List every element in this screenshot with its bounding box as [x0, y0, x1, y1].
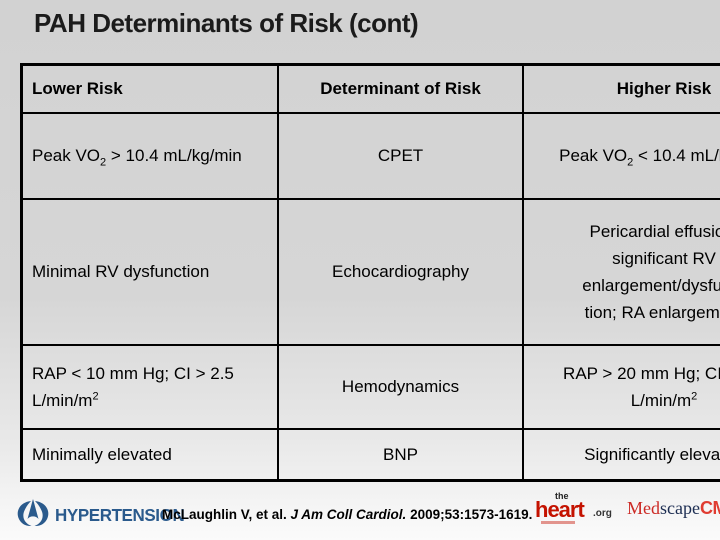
hypertension-logo-text: HYPERTENSION [55, 505, 185, 525]
medscape-logo-cme: CME [699, 498, 720, 518]
table-row-bnp: Minimally elevated BNP Significantly ele… [20, 428, 720, 482]
cell-lower-bnp: Minimally elevated [20, 428, 279, 482]
footer: HYPERTENSION McLaughlin V, et al. J Am C… [0, 488, 720, 540]
cell-higher-echo: Pericardial effusion, significant RV enl… [522, 198, 720, 346]
cell-higher-hemodynamics: RAP > 20 mm Hg; CI < 2.0 L/min/m2 [522, 344, 720, 430]
medscape-logo-scape: scape [660, 498, 700, 518]
cell-higher-cpet: Peak VO2 < 10.4 mL/kg/min [522, 112, 720, 200]
table-row-cpet: Peak VO2 > 10.4 mL/kg/min CPET Peak VO2 … [20, 112, 720, 200]
header-higher-risk: Higher Risk [522, 63, 720, 114]
cell-higher-echo-line: significant RV [612, 248, 716, 268]
header-determinant-of-risk: Determinant of Risk [277, 63, 524, 114]
cell-lower-echo: Minimal RV dysfunction [20, 198, 279, 346]
cell-determinant-echo: Echocardiography [277, 198, 524, 346]
table-row-hemodynamics: RAP < 10 mm Hg; CI > 2.5 L/min/m2 Hemody… [20, 344, 720, 430]
hypertension-swoosh-icon [14, 498, 52, 533]
cell-determinant-hemodynamics: Hemodynamics [277, 344, 524, 430]
citation: McLaughlin V, et al. J Am Coll Cardiol. … [162, 507, 532, 522]
medscape-cme-logo: MedscapeCME [627, 498, 720, 519]
cell-higher-echo-line: tion; RA enlargement [584, 303, 720, 323]
cell-higher-bnp: Significantly elevated [522, 428, 720, 482]
risk-table: Lower Risk Determinant of Risk Higher Ri… [20, 63, 720, 482]
cell-higher-echo-line: enlargement/dysfunc- [582, 276, 720, 295]
citation-reference: 2009;53:1573-1619. [410, 507, 533, 522]
cell-determinant-cpet: CPET [277, 112, 524, 200]
cell-higher-echo-line: Pericardial effusion, [589, 221, 720, 241]
theheart-logo-heart: heart [535, 497, 585, 522]
page-title: PAH Determinants of Risk (cont) [34, 8, 419, 38]
citation-authors: McLaughlin V, et al. [162, 507, 291, 522]
table-header-row: Lower Risk Determinant of Risk Higher Ri… [20, 63, 720, 114]
citation-journal: J Am Coll Cardiol. [290, 507, 411, 522]
medscape-logo-med: Med [627, 498, 660, 518]
theheart-logo-tagline [541, 521, 575, 524]
hypertension-logo: HYPERTENSION [14, 498, 185, 533]
cell-lower-hemodynamics: RAP < 10 mm Hg; CI > 2.5 L/min/m2 [20, 344, 279, 430]
theheart-org-logo: the heart .org [535, 490, 621, 530]
cell-determinant-bnp: BNP [277, 428, 524, 482]
theheart-logo-the: the [555, 491, 569, 501]
header-lower-risk: Lower Risk [20, 63, 279, 114]
cell-lower-cpet: Peak VO2 > 10.4 mL/kg/min [20, 112, 279, 200]
table-row-echocardiography: Minimal RV dysfunction Echocardiography … [20, 198, 720, 346]
theheart-logo-org: .org [593, 508, 612, 519]
